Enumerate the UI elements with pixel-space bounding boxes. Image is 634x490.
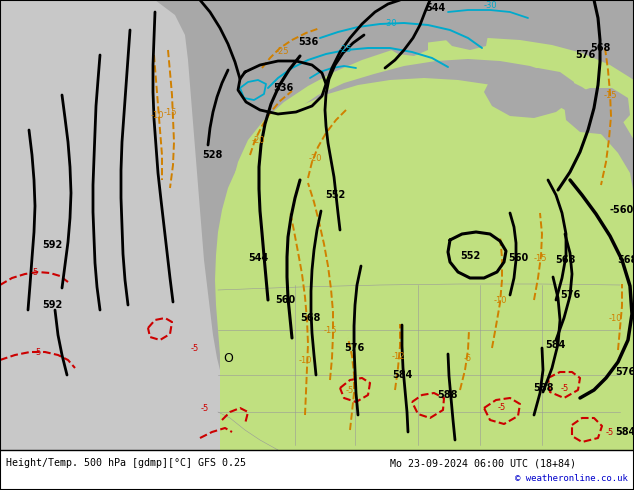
Text: -5: -5 <box>498 402 506 412</box>
Text: -10: -10 <box>609 314 622 322</box>
Text: -5: -5 <box>346 386 354 394</box>
Text: 560: 560 <box>275 295 295 305</box>
Text: ---: --- <box>294 445 306 455</box>
Text: -10: -10 <box>150 111 164 120</box>
Text: 568: 568 <box>300 313 320 323</box>
Text: -25: -25 <box>275 48 288 56</box>
Text: 568: 568 <box>555 255 575 265</box>
Text: -5: -5 <box>201 403 209 413</box>
Text: -5: -5 <box>561 384 569 392</box>
Text: 576: 576 <box>560 290 580 300</box>
Text: -15: -15 <box>603 91 617 99</box>
Text: -5: -5 <box>31 268 39 276</box>
Text: -30: -30 <box>483 1 497 10</box>
Text: -560: -560 <box>610 205 634 215</box>
Text: -5: -5 <box>34 347 42 357</box>
Text: 552: 552 <box>460 251 480 261</box>
Polygon shape <box>388 34 428 56</box>
Text: 536: 536 <box>273 83 293 93</box>
Text: O: O <box>223 351 233 365</box>
Polygon shape <box>232 38 634 190</box>
Text: Mo 23-09-2024 06:00 UTC (18+84): Mo 23-09-2024 06:00 UTC (18+84) <box>390 458 576 468</box>
Text: 544: 544 <box>425 3 445 13</box>
Text: -20: -20 <box>251 136 265 145</box>
Text: 560: 560 <box>508 253 528 263</box>
Text: -12: -12 <box>391 351 404 361</box>
Text: -5: -5 <box>191 343 199 352</box>
Text: 544: 544 <box>248 253 268 263</box>
Text: 584: 584 <box>392 370 412 380</box>
Text: -10: -10 <box>298 356 312 365</box>
Polygon shape <box>215 78 634 450</box>
Polygon shape <box>484 68 574 118</box>
Text: -20: -20 <box>308 153 321 163</box>
Text: -15: -15 <box>163 107 177 117</box>
Text: 576: 576 <box>344 343 364 353</box>
Bar <box>0 450 634 490</box>
Text: -10: -10 <box>493 295 507 304</box>
Text: 552: 552 <box>325 190 345 200</box>
Polygon shape <box>564 88 630 134</box>
Text: 584: 584 <box>545 340 565 350</box>
Text: 568: 568 <box>617 255 634 265</box>
Text: 576: 576 <box>615 367 634 377</box>
Polygon shape <box>155 0 634 450</box>
Text: 592: 592 <box>42 300 62 310</box>
Text: 588: 588 <box>437 390 458 400</box>
Text: -25: -25 <box>339 46 352 54</box>
Text: -5: -5 <box>464 353 472 363</box>
Text: 576: 576 <box>575 50 595 60</box>
Text: 568: 568 <box>590 43 610 53</box>
Text: 528: 528 <box>202 150 222 160</box>
Text: 584: 584 <box>615 427 634 437</box>
Text: -15: -15 <box>323 325 337 335</box>
Text: -5: -5 <box>606 427 614 437</box>
Text: 592: 592 <box>42 240 62 250</box>
Text: 588: 588 <box>534 383 554 393</box>
Polygon shape <box>446 29 488 50</box>
Text: -15: -15 <box>533 253 547 263</box>
Text: Height/Temp. 500 hPa [gdmp][°C] GFS 0.25: Height/Temp. 500 hPa [gdmp][°C] GFS 0.25 <box>6 458 246 468</box>
Text: 536: 536 <box>298 37 318 47</box>
Text: -30: -30 <box>383 20 397 28</box>
Text: © weatheronline.co.uk: © weatheronline.co.uk <box>515 473 628 483</box>
